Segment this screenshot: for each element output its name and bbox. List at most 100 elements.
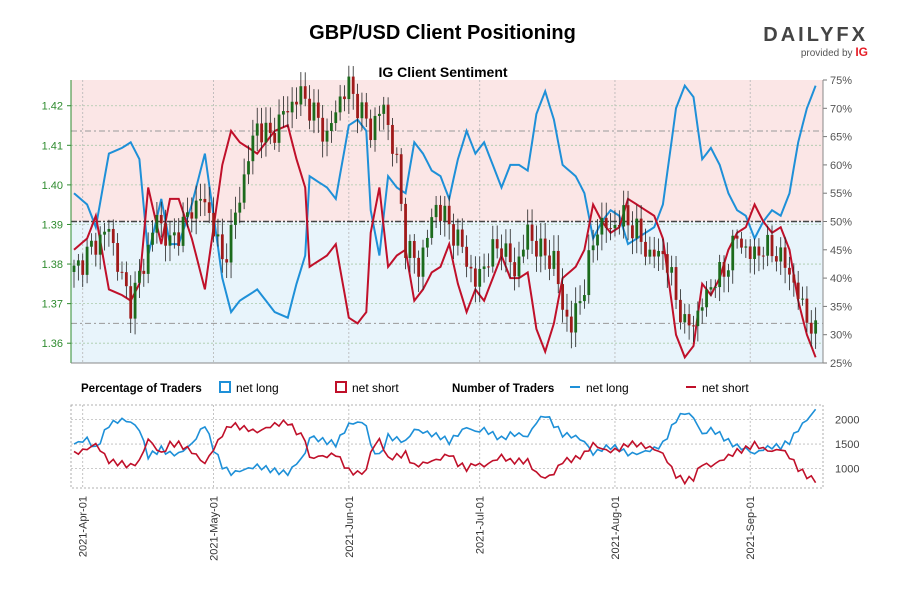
legend-num-long-label: net long [586,381,629,395]
price-candle [247,145,250,185]
price-tick-label: 1.40 [42,180,63,192]
price-candle [495,225,499,259]
price-candle [72,259,76,288]
price-candle [722,255,726,293]
legend-pct-short-label: net short [352,381,399,395]
price-candle [665,242,669,288]
bottom-frame [70,404,824,489]
price-candle [508,229,512,278]
price-candle [674,256,678,309]
price-candle [500,234,503,271]
legend-pct-short-box [335,381,347,393]
price-candle [535,225,538,272]
price-candle [635,204,639,254]
price-candle [692,315,695,342]
price-candle [587,234,591,304]
price-candle [124,261,128,298]
price-candle [377,105,381,131]
logo-text: DAILYFX [763,24,868,46]
price-candle [761,246,765,270]
price-candle [373,107,377,152]
price-candle [107,219,111,247]
price-candle [604,202,608,243]
pct-tick-label: 55% [830,188,852,200]
logo-sub-text: provided by [800,48,853,59]
month-tick-label: 2021-Aug-01 [610,496,622,560]
price-candle [788,256,791,291]
price-candle [583,279,586,309]
pct-tick-label: 25% [830,358,852,370]
price-candle [809,310,813,347]
price-candle [774,246,778,272]
price-candle [321,105,325,158]
price-candle [443,196,447,237]
price-candle [412,234,416,274]
price-candle [504,229,508,273]
price-candle [242,158,246,210]
price-candle [220,218,224,273]
price-candle [364,92,368,128]
price-candle [552,235,556,277]
logo-subtitle: provided by IG [758,45,868,59]
price-candle [190,197,194,233]
price-candle [770,225,774,263]
short-zone-bg [71,80,823,222]
price-candle [194,185,198,235]
price-candle [700,298,704,324]
price-candle [740,231,743,254]
price-candle [260,107,263,159]
price-candle [316,89,320,133]
price-candle [369,109,373,148]
price-candle [434,195,438,229]
price-candle [574,287,578,348]
price-candle [168,221,172,262]
price-candle [683,303,687,334]
price-candle [678,289,682,330]
pct-tick-label: 45% [830,245,852,257]
month-tick-label: 2021-Sep-01 [745,496,757,560]
price-tick-label: 1.38 [42,259,63,271]
price-candle [238,186,242,224]
price-candle [343,85,346,112]
price-candle [526,209,530,260]
price-candle [670,255,674,286]
price-candle [94,232,98,267]
price-candle [753,238,756,275]
net-short-pct-line [73,123,817,360]
price-candle [617,210,621,235]
price-candle [452,213,455,260]
price-tick-label: 1.37 [42,299,63,311]
price-candle [155,201,159,244]
count-tick-label: 2000 [835,415,859,427]
price-candle [338,84,342,121]
price-candle [181,202,185,253]
price-candle [460,218,464,254]
price-candle [705,281,708,317]
price-candle [129,275,133,334]
price-candle [491,225,495,273]
price-candle [543,222,547,270]
price-candle [203,183,207,216]
price-candle [473,256,477,303]
price-candle [687,304,691,340]
price-candle [626,190,630,241]
pct-tick-label: 65% [830,132,852,144]
price-candle [199,183,202,217]
pct-tick-label: 70% [830,103,852,115]
price-candle [805,286,809,333]
price-candle [657,238,660,272]
price-candle [386,97,390,141]
price-candle [356,83,359,134]
price-candle [255,107,259,151]
price-candle [578,285,582,315]
price-candle [133,271,137,335]
price-candle [731,229,735,284]
price-candle [530,209,534,255]
pct-tick-label: 30% [830,330,852,342]
price-candle [539,223,543,273]
price-candle [329,110,333,143]
price-candle [282,96,285,128]
price-candle [521,234,525,264]
price-candle [517,241,521,288]
